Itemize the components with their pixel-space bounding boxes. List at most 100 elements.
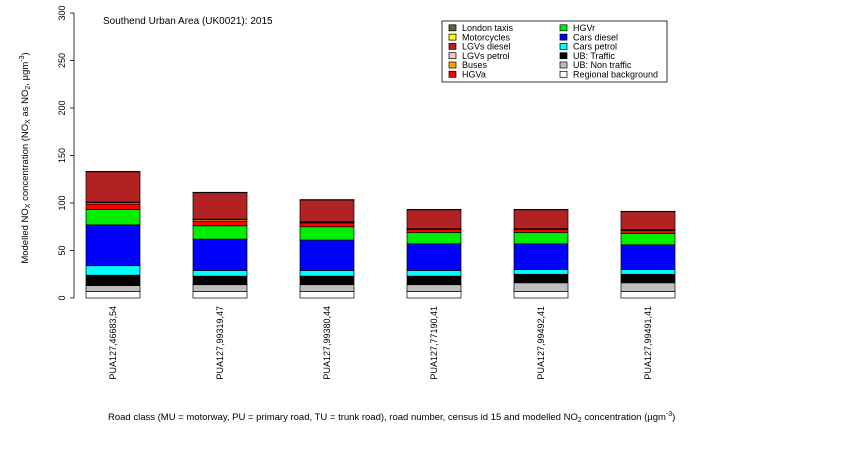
legend-label: LGVs petrol: [462, 51, 510, 61]
bar-segment-cars-petrol: [620, 269, 676, 275]
bar-segment-lgvs-diesel: [513, 209, 569, 229]
legend-label: LGVs diesel: [462, 42, 511, 52]
y-tick-label: 100: [57, 195, 67, 210]
legend-label: London taxis: [462, 23, 514, 33]
bar-segment-ub-traffic: [85, 274, 141, 287]
legend-swatch: [448, 33, 457, 41]
bar-segment-ub-traffic: [406, 275, 462, 286]
legend-label: HGVr: [573, 23, 595, 33]
legend-swatch: [448, 52, 457, 60]
bar-segment-ub-non-traffic: [299, 284, 355, 292]
bar-segment-cars-diesel: [513, 243, 569, 270]
bar-segment-ub-non-traffic: [406, 284, 462, 292]
bar-segment-regional-background: [192, 291, 248, 299]
bar-segment-cars-petrol: [299, 270, 355, 277]
legend-label: UB: Non traffic: [573, 60, 632, 70]
y-tick-label: 200: [57, 100, 67, 115]
bar-segment-hgvr: [620, 233, 676, 246]
bar-segment-hgvr: [85, 209, 141, 226]
bar-segment-motorcycles: [513, 209, 569, 211]
chart-title: Southend Urban Area (UK0021): 2015: [103, 16, 273, 27]
bar-segment-ub-non-traffic: [85, 285, 141, 292]
bar-segment-ub-traffic: [620, 273, 676, 284]
bar-segment-cars-diesel: [299, 239, 355, 271]
bar-segment-cars-diesel: [192, 238, 248, 271]
bar-segment-hgva: [192, 220, 248, 227]
x-tick-label: PUA127,46683,54: [108, 306, 118, 380]
bar-segment-lgvs-diesel: [85, 171, 141, 203]
x-tick-labels: PUA127,46683,54 PUA127,99319,47 PUA127,993…: [108, 306, 653, 380]
bar-segment-motorcycles: [620, 210, 676, 213]
y-tick-label: 300: [57, 5, 67, 20]
legend-swatch: [448, 61, 457, 69]
legend-swatch: [559, 24, 568, 32]
bar-segment-motorcycles: [85, 171, 141, 173]
bar-segment-hgvr: [299, 226, 355, 241]
bar-segment-lgvs-diesel: [192, 192, 248, 220]
bar-segment-motorcycles: [406, 209, 462, 211]
y-tick-label: 0: [57, 295, 67, 300]
bar-segment-hgva: [620, 230, 676, 234]
x-tick-label: PUA127,99380,44: [322, 306, 332, 380]
y-tick-label: 250: [57, 53, 67, 68]
legend-swatch: [448, 43, 457, 50]
bar-segment-cars-diesel: [406, 243, 462, 271]
x-tick-label: PUA127,99491,41: [643, 306, 653, 380]
bar-segment-hgvr: [513, 232, 569, 245]
legend-swatch: [559, 33, 568, 41]
bar-segment-lgvs-diesel: [406, 209, 462, 229]
bar-segment-ub-traffic: [192, 275, 248, 286]
y-tick-label: 150: [57, 148, 67, 163]
bar-segment-regional-background: [406, 291, 462, 299]
bar-segment-regional-background: [299, 291, 355, 299]
x-tick-label: PUA127,99319,47: [215, 306, 225, 380]
bar-segment-ub-traffic: [299, 275, 355, 286]
bar-segment-hgvr: [192, 225, 248, 240]
legend-swatch: [559, 70, 568, 78]
bar-segment-lgvs-diesel: [620, 211, 676, 230]
bar-segment-hgva: [85, 203, 141, 210]
bar-segment-cars-diesel: [620, 244, 676, 270]
x-tick-label: PUA127,77190,41: [429, 306, 439, 380]
bar-segment-cars-petrol: [513, 269, 569, 275]
legend-swatch: [559, 52, 568, 60]
bar-segment-ub-non-traffic: [513, 282, 569, 292]
bar-segment-regional-background: [513, 291, 569, 299]
bar-segment-lgvs-diesel: [299, 199, 355, 223]
x-axis-title: Road class (MU = motorway, PU = primary …: [108, 411, 675, 424]
bar-segment-hgva: [513, 229, 569, 233]
bar-segment-motorcycles: [299, 199, 355, 201]
bar-segment-cars-petrol: [406, 270, 462, 277]
bar-segment-hgva: [406, 229, 462, 233]
bar-segment-ub-traffic: [513, 273, 569, 284]
legend-swatch: [448, 70, 457, 78]
legend-box: [441, 20, 668, 83]
bar-segment-hgvr: [406, 232, 462, 245]
y-tick-label: 50: [57, 245, 67, 255]
legend-swatch: [559, 61, 568, 69]
y-axis: 0 50 100 150 200 250 300: [57, 5, 75, 301]
y-axis-title: Modelled NOX concentration (NOX as NO2, …: [19, 52, 32, 263]
bar-segment-hgva: [299, 222, 355, 228]
legend-swatch: [448, 24, 457, 32]
legend-label: Cars petrol: [573, 42, 617, 52]
legend-label: HGVa: [462, 70, 486, 80]
legend-label: Cars diesel: [573, 32, 618, 42]
bar-segment-ub-non-traffic: [620, 282, 676, 292]
legend-label: Buses: [462, 60, 488, 70]
x-tick-label: PUA127,99492,41: [536, 306, 546, 380]
legend-label: Regional background: [573, 70, 658, 80]
legend-swatch: [559, 43, 568, 50]
bar-segment-cars-petrol: [192, 270, 248, 277]
legend-label: Motorcycles: [462, 32, 511, 42]
legend-label: UB: Traffic: [573, 51, 615, 61]
bar-segment-cars-petrol: [85, 265, 141, 276]
bar-segment-cars-diesel: [85, 224, 141, 267]
bar-segment-ub-non-traffic: [192, 284, 248, 292]
bar-segment-regional-background: [85, 291, 141, 299]
bars-group: [85, 171, 676, 299]
bar-segment-motorcycles: [192, 191, 248, 194]
bar-segment-regional-background: [620, 291, 676, 299]
